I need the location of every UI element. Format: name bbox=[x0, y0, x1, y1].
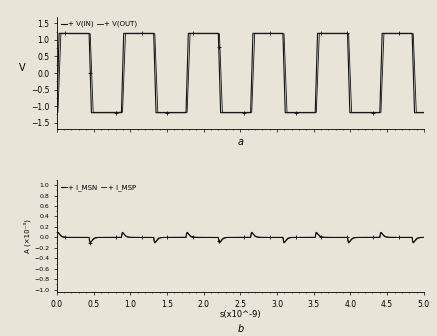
+ V(OUT) bbox=[317, 32, 323, 36]
+ V(IN) bbox=[56, 31, 62, 35]
+ V(IN) bbox=[276, 31, 281, 35]
+ I_MSN bbox=[411, 241, 416, 245]
Line: + V(IN): + V(IN) bbox=[57, 33, 424, 113]
+ V(IN) bbox=[54, 111, 59, 115]
+ I_MSP bbox=[421, 236, 427, 240]
+ I_MSP bbox=[290, 236, 295, 240]
+ I_MSP bbox=[228, 236, 233, 240]
+ I_MSN bbox=[228, 236, 233, 240]
Legend: + I_MSN, + I_MSP: + I_MSN, + I_MSP bbox=[60, 183, 136, 192]
+ V(OUT) bbox=[276, 32, 281, 36]
+ V(IN) bbox=[146, 31, 151, 35]
Y-axis label: A (×10⁻³): A (×10⁻³) bbox=[24, 219, 31, 253]
+ V(IN) bbox=[317, 31, 323, 35]
Text: b: b bbox=[237, 324, 243, 334]
+ I_MSN bbox=[398, 236, 403, 240]
+ I_MSN bbox=[146, 236, 151, 240]
+ V(OUT) bbox=[54, 110, 59, 114]
+ I_MSP bbox=[317, 234, 323, 238]
+ I_MSP bbox=[276, 236, 281, 240]
+ I_MSN bbox=[421, 236, 427, 240]
+ V(OUT) bbox=[228, 110, 233, 114]
+ I_MSN bbox=[317, 234, 323, 238]
+ V(OUT) bbox=[290, 110, 295, 114]
Legend: + V(IN), + V(OUT): + V(IN), + V(OUT) bbox=[60, 20, 138, 28]
+ V(IN) bbox=[228, 111, 233, 115]
+ I_MSP bbox=[411, 240, 416, 244]
+ V(IN) bbox=[290, 111, 295, 115]
+ V(OUT) bbox=[421, 110, 427, 114]
+ I_MSP bbox=[54, 236, 59, 240]
+ I_MSP bbox=[146, 236, 151, 240]
+ V(OUT) bbox=[58, 32, 63, 36]
+ I_MSN bbox=[290, 236, 295, 240]
+ I_MSP bbox=[55, 232, 61, 236]
+ I_MSP bbox=[398, 236, 403, 240]
+ I_MSN bbox=[276, 236, 281, 240]
+ V(OUT) bbox=[398, 32, 403, 36]
Line: + I_MSP: + I_MSP bbox=[57, 234, 424, 242]
X-axis label: s(x10^-9): s(x10^-9) bbox=[219, 310, 261, 319]
Y-axis label: V: V bbox=[19, 63, 26, 73]
+ V(OUT) bbox=[146, 32, 151, 36]
+ V(IN) bbox=[398, 31, 403, 35]
Text: a: a bbox=[237, 137, 243, 147]
+ V(IN) bbox=[421, 111, 427, 115]
+ I_MSN bbox=[55, 230, 61, 235]
Line: + V(OUT): + V(OUT) bbox=[57, 34, 424, 112]
+ I_MSN bbox=[54, 236, 59, 240]
Line: + I_MSN: + I_MSN bbox=[57, 233, 424, 243]
